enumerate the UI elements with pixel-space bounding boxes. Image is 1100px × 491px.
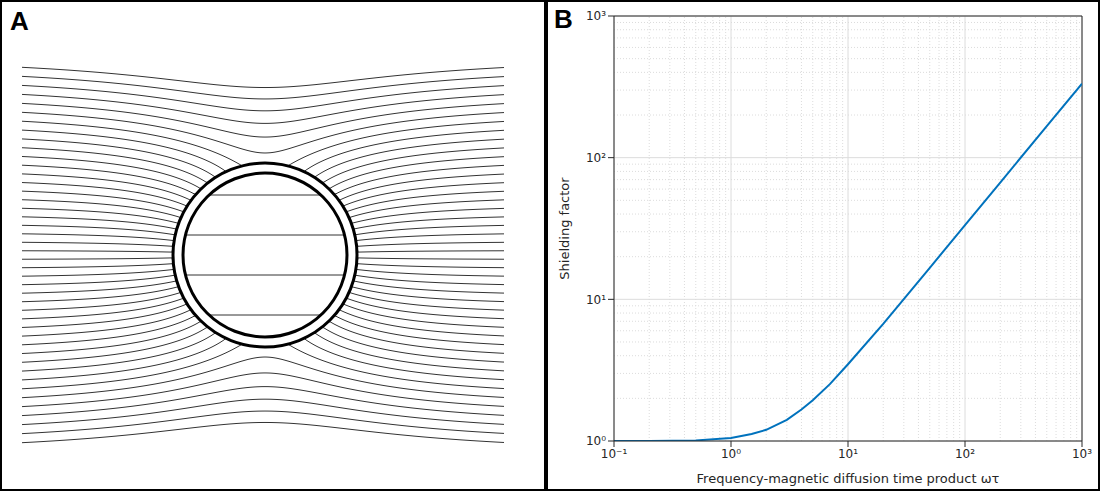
svg-text:10³: 10³ [586,9,606,23]
svg-text:A: A [10,6,29,36]
svg-text:Shielding factor: Shielding factor [557,177,572,280]
svg-text:10⁻¹: 10⁻¹ [601,447,628,461]
svg-text:10²: 10² [586,151,606,165]
svg-text:10²: 10² [955,447,975,461]
svg-text:Frequency-magnetic diffusion t: Frequency-magnetic diffusion time produc… [697,471,1000,486]
svg-text:10⁰: 10⁰ [721,447,741,461]
svg-text:10¹: 10¹ [586,293,606,307]
svg-text:10³: 10³ [1072,447,1092,461]
html-text:B: B [554,4,573,34]
svg-text:10⁰: 10⁰ [586,434,606,448]
svg-text:10¹: 10¹ [838,447,858,461]
